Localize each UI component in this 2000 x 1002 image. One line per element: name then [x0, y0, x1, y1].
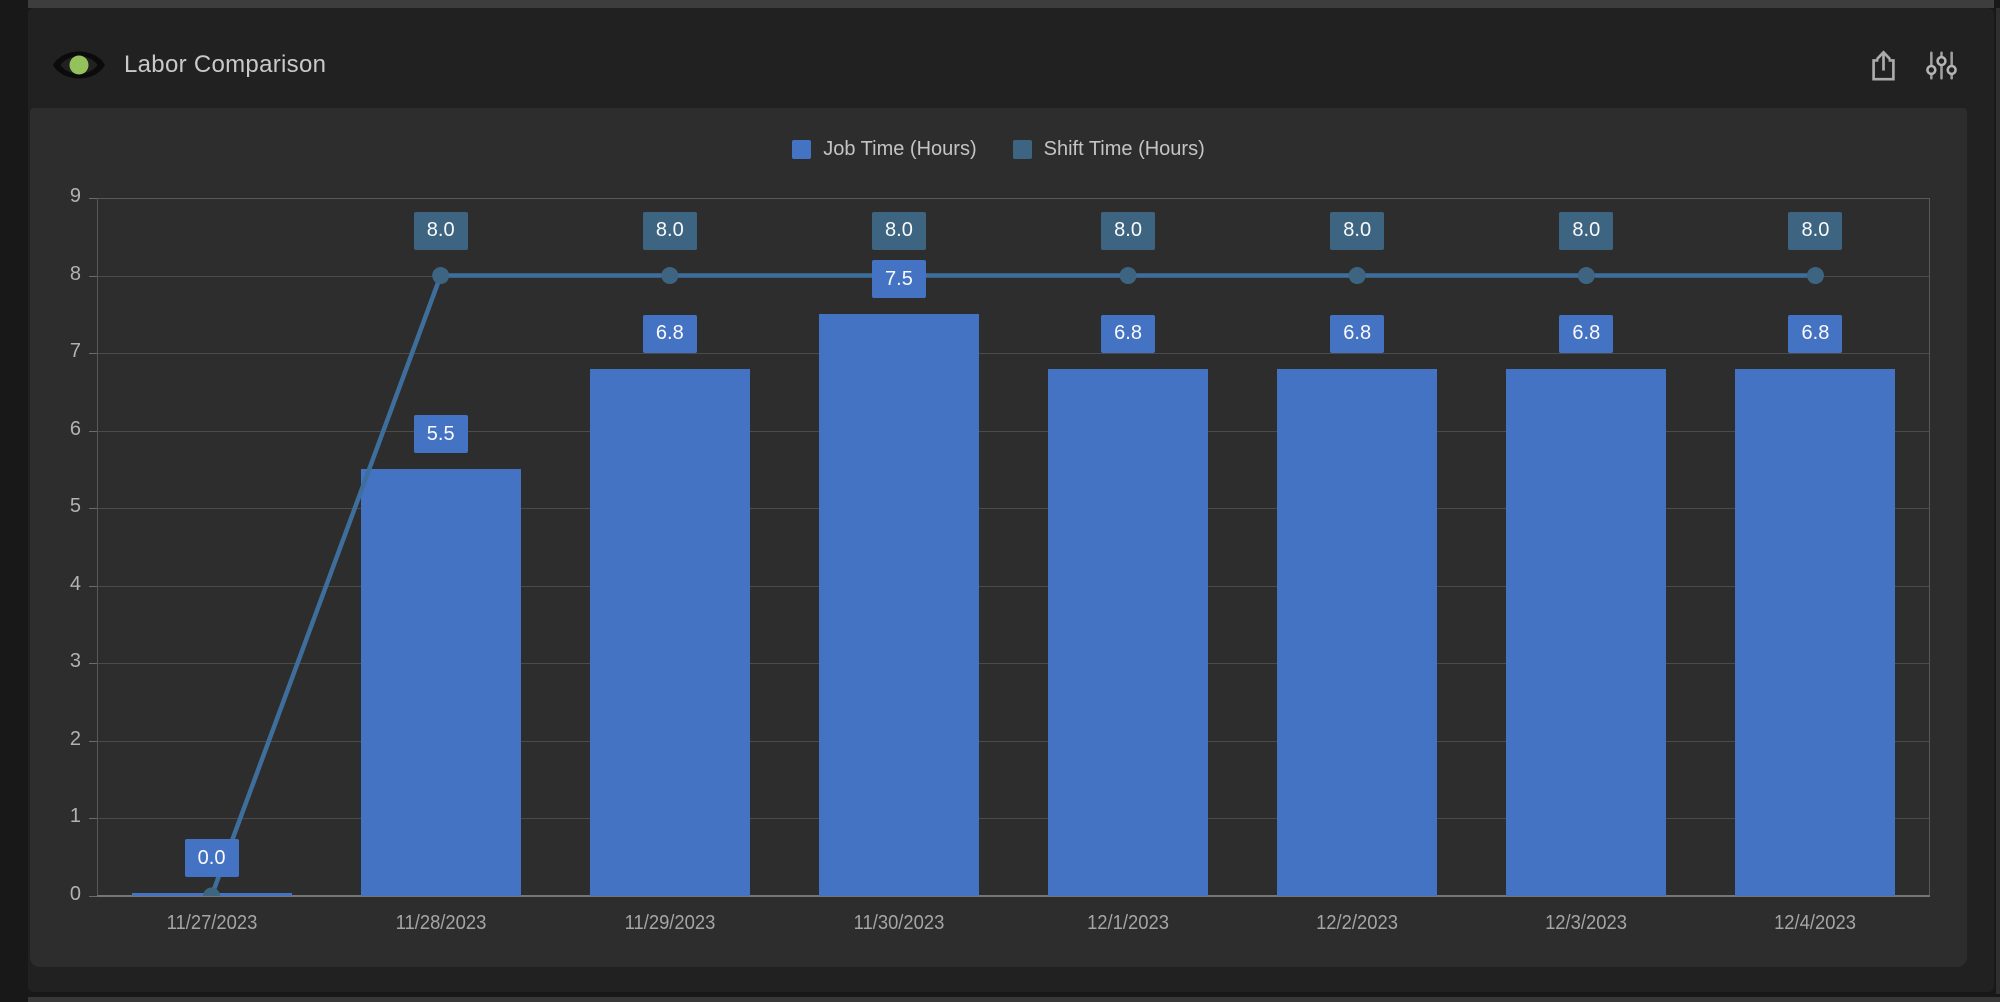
- scrollbar-track[interactable]: [1996, 8, 2000, 994]
- y-axis-tick: [89, 896, 97, 897]
- adjacent-widget-edge-bottom: [28, 997, 2000, 1002]
- bar-job-time[interactable]: [1506, 368, 1667, 896]
- bar-value-label: 6.8: [1559, 314, 1614, 353]
- x-axis-line: [97, 895, 1930, 897]
- x-axis-label: 12/3/2023: [1545, 912, 1628, 934]
- x-axis-label: 12/2/2023: [1316, 912, 1399, 934]
- y-axis-tick: [89, 663, 97, 665]
- legend-item[interactable]: Job Time (Hours): [792, 138, 977, 161]
- bar-value-label: 0.0: [184, 839, 239, 877]
- y-axis-label: 8: [69, 262, 81, 285]
- labor-comparison-chart: Job Time (Hours) Shift Time (Hours) 0 1 2 3 4…: [30, 108, 1967, 967]
- settings-button[interactable]: [1924, 47, 1958, 83]
- status-dot: [69, 55, 89, 75]
- x-axis-label: 11/28/2023: [395, 912, 487, 934]
- y-axis-label: 1: [69, 805, 81, 828]
- y-gridline: [98, 353, 1929, 355]
- y-gridline: [98, 508, 1929, 510]
- shift-time-point[interactable]: [1119, 267, 1137, 285]
- y-axis-tick: [89, 740, 97, 742]
- y-axis-tick: [89, 353, 97, 355]
- export-button[interactable]: [1866, 47, 1900, 83]
- labor-comparison-widget: Labor Comparison: [28, 8, 1994, 992]
- y-gridline: [98, 740, 1929, 742]
- bar-value-label: 6.8: [642, 314, 697, 353]
- line-value-label: 8.0: [871, 211, 926, 250]
- bar-value-label: 6.8: [1788, 314, 1843, 353]
- shift-time-point[interactable]: [1577, 267, 1595, 285]
- y-axis-tick: [89, 275, 97, 277]
- legend-label: Job Time (Hours): [823, 138, 977, 160]
- widget-header: Labor Comparison: [28, 8, 1994, 112]
- widget-status-eye-icon: [53, 51, 105, 79]
- shift-time-point[interactable]: [661, 267, 679, 285]
- share-export-icon: [1871, 49, 1895, 81]
- line-value-label: 8.0: [642, 211, 697, 250]
- bar-job-time[interactable]: [1735, 368, 1896, 896]
- legend-item[interactable]: Shift Time (Hours): [1012, 138, 1205, 161]
- y-axis-label: 3: [69, 650, 81, 673]
- y-axis-label: 4: [69, 572, 81, 595]
- y-axis-tick: [89, 585, 97, 587]
- shift-time-point[interactable]: [203, 887, 221, 897]
- y-gridline: [98, 585, 1929, 587]
- widget-title: Labor Comparison: [124, 51, 327, 78]
- bar-job-time[interactable]: [1277, 368, 1438, 896]
- legend-swatch: [1012, 140, 1032, 159]
- shift-line-layer: [97, 198, 1930, 896]
- adjacent-widget-edge-top: [28, 0, 1994, 8]
- line-value-label: 8.0: [1788, 211, 1843, 250]
- y-axis-label: 5: [69, 495, 81, 518]
- bar-value-label: 6.8: [1330, 314, 1385, 353]
- line-value-label: 8.0: [413, 211, 468, 250]
- chart-panel: Job Time (Hours) Shift Time (Hours) 0 1 2 3 4…: [30, 108, 1967, 967]
- bar-value-label: 6.8: [1101, 314, 1156, 353]
- shift-time-line: [209, 273, 1816, 896]
- legend-label: Shift Time (Hours): [1043, 138, 1205, 160]
- bar-job-time[interactable]: [360, 469, 521, 896]
- bar-job-time[interactable]: [589, 368, 750, 896]
- y-axis-label: 9: [69, 185, 81, 207]
- y-axis-label: 6: [69, 417, 81, 440]
- y-axis-tick: [89, 198, 97, 199]
- line-value-label: 8.0: [1330, 211, 1385, 250]
- y-axis-label: 2: [69, 727, 81, 750]
- y-axis-label: 7: [69, 340, 81, 363]
- shift-time-point[interactable]: [1806, 267, 1824, 285]
- y-gridline: [98, 818, 1929, 820]
- x-axis-label: 12/1/2023: [1087, 912, 1169, 934]
- y-axis-label: 0: [69, 883, 81, 905]
- line-value-label: 8.0: [1559, 211, 1614, 250]
- bar-job-time[interactable]: [818, 314, 979, 896]
- shift-time-point[interactable]: [432, 267, 450, 285]
- bar-job-time[interactable]: [1048, 368, 1209, 896]
- y-axis-tick: [89, 430, 97, 432]
- shift-time-point[interactable]: [1348, 267, 1366, 285]
- legend-swatch: [792, 140, 812, 159]
- sliders-icon: [1925, 51, 1957, 79]
- line-value-label: 8.0: [1101, 211, 1156, 250]
- x-axis-label: 11/27/2023: [166, 912, 257, 934]
- y-axis-tick: [89, 818, 97, 820]
- y-axis-tick: [89, 508, 97, 510]
- x-axis-label: 11/30/2023: [853, 912, 945, 934]
- bar-value-label: 7.5: [871, 260, 926, 299]
- x-axis-label: 12/4/2023: [1774, 912, 1857, 934]
- y-gridline: [98, 430, 1929, 432]
- x-axis-label: 11/29/2023: [624, 912, 716, 934]
- bar-value-label: 5.5: [413, 415, 468, 454]
- chart-legend: Job Time (Hours) Shift Time (Hours): [30, 138, 1967, 161]
- y-gridline: [98, 663, 1929, 665]
- header-actions: [1866, 47, 1994, 83]
